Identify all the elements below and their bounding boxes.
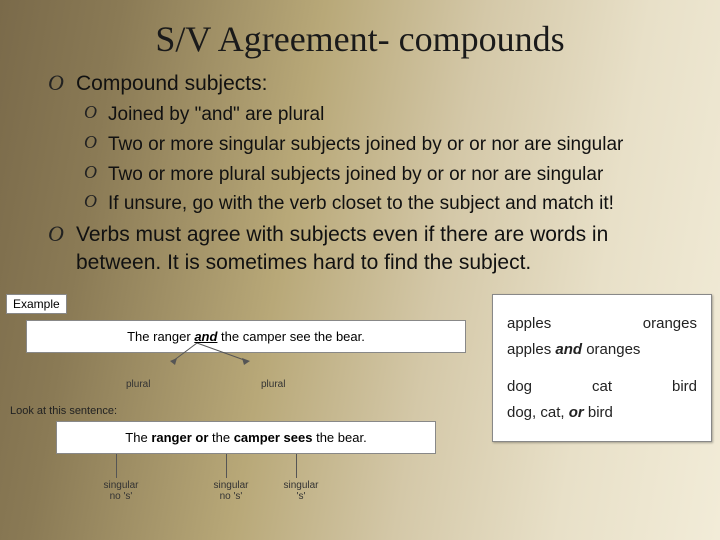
wordlist-row: apples and oranges (507, 337, 697, 363)
wordlist-row: dogcatbird (507, 374, 697, 400)
plural-label: plural (126, 379, 150, 390)
right-example-panel: applesoranges apples and oranges dogcatb… (492, 294, 712, 500)
sub-bullet-1: O Joined by "and" are plural (84, 102, 696, 128)
bullet-main-1: O Compound subjects: (48, 70, 696, 98)
example-label: Example (6, 294, 67, 314)
s2c: the (208, 430, 233, 445)
singular-label: singularno 's' (96, 480, 146, 502)
sent1-and: and (194, 329, 217, 344)
s2d: camper sees (234, 430, 313, 445)
slide-title: S/V Agreement- compounds (0, 0, 720, 66)
bullet-text: If unsure, go with the verb closet to th… (108, 191, 614, 217)
example-sentence-2: The ranger or the camper sees the bear. (56, 421, 436, 454)
bullet-text: Two or more plural subjects joined by or… (108, 162, 603, 188)
arrow-icon (226, 454, 227, 478)
bullet-marker: O (84, 162, 108, 183)
wordlist-box: applesoranges apples and oranges dogcatb… (492, 294, 712, 442)
bullet-marker: O (84, 102, 108, 123)
singular-label: singular's' (276, 480, 326, 502)
bullet-text: Joined by "and" are plural (108, 102, 324, 128)
s2a: The (125, 430, 151, 445)
bullet-marker: O (84, 132, 108, 153)
sent1-pre: The ranger (127, 329, 194, 344)
bullet-text: Verbs must agree with subjects even if t… (76, 221, 696, 278)
bullet-marker: O (48, 221, 76, 247)
arrow-labels-1: plural plural (26, 353, 466, 399)
sub-bullet-3: O Two or more plural subjects joined by … (84, 162, 696, 188)
left-example-panel: Example The ranger and the camper see th… (6, 294, 486, 500)
arrow-labels-2: singularno 's' singularno 's' singular's… (56, 454, 436, 500)
bullet-marker: O (48, 70, 76, 96)
s2e: the bear. (312, 430, 366, 445)
sub-bullet-4: O If unsure, go with the verb closet to … (84, 191, 696, 217)
wordlist-row: dog, cat, or bird (507, 400, 697, 426)
sent1-post: the camper see the bear. (217, 329, 364, 344)
example-sentence-1: The ranger and the camper see the bear. (26, 320, 466, 353)
bullet-marker: O (84, 191, 108, 212)
look-at-sentence: Look at this sentence: (10, 405, 486, 417)
bullet-text: Two or more singular subjects joined by … (108, 132, 623, 158)
arrow-icon (296, 454, 297, 478)
singular-label: singularno 's' (206, 480, 256, 502)
sub-bullet-2: O Two or more singular subjects joined b… (84, 132, 696, 158)
examples-region: Example The ranger and the camper see th… (6, 294, 714, 500)
content-area: O Compound subjects: O Joined by "and" a… (0, 70, 720, 278)
plural-label: plural (261, 379, 285, 390)
arrow-icon (116, 454, 117, 478)
wordlist-row: applesoranges (507, 311, 697, 337)
bullet-text: Compound subjects: (76, 70, 267, 98)
s2b: ranger or (151, 430, 208, 445)
bullet-main-2: O Verbs must agree with subjects even if… (48, 221, 696, 278)
